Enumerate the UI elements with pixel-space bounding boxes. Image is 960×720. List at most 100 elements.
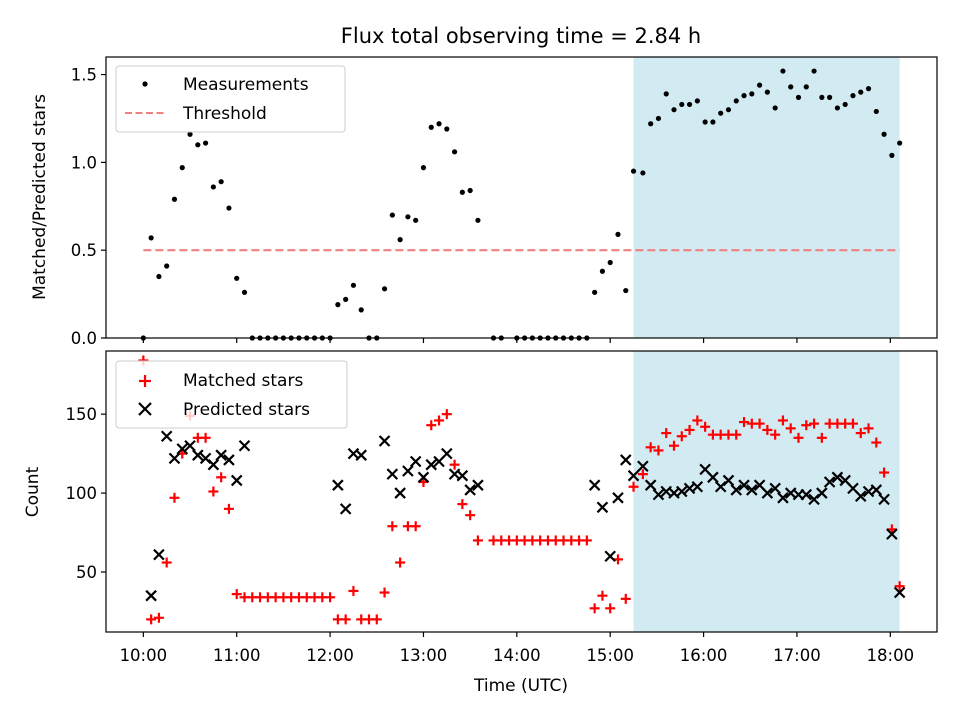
legend-matched-label: Matched stars [183,371,303,391]
predicted-star-point [707,471,719,484]
measurement-point [655,115,662,122]
matched-star-point [692,415,703,426]
matched-star-point [700,421,711,432]
matched-star-point [871,437,882,448]
bottom-xtick-label: 11:00 [213,646,261,665]
measurement-point [780,68,786,74]
matched-star-point [661,428,672,439]
matched-star-point [581,535,592,546]
predicted-star-point [145,589,157,602]
matched-star-point [669,440,680,451]
predicted-star-point [192,449,204,461]
matched-star-point [146,614,157,625]
matched-star-point [589,603,600,614]
matched-star-point [645,442,656,453]
measurement-point [827,94,833,100]
measurement-point [842,101,848,108]
measurement-point [803,84,809,90]
measurement-point [187,131,193,137]
measurement-point [420,165,427,171]
matched-star-point [340,614,351,625]
predicted-star-point [627,469,640,482]
predicted-star-point [831,471,844,484]
bottom-legend-box [115,360,348,429]
predicted-star-point [153,548,165,561]
bottom-y-axis-label: Count [23,466,43,517]
matched-star-point [395,557,406,568]
bottom-xtick-label: 14:00 [493,646,541,665]
top-ytick-label: 1.5 [71,66,97,85]
legend-threshold-label: Threshold [182,104,267,124]
bottom-xtick-label: 13:00 [400,646,448,665]
bottom-xtick-label: 17:00 [773,646,821,665]
bottom-xtick-label: 10:00 [120,646,168,665]
bottom-y-axis-ticks: 50 100 150 [66,405,106,582]
measurement-point [350,282,357,288]
top-y-axis-label: Matched/Predicted stars [30,94,50,300]
measurement-point [218,179,224,185]
measurement-point [241,289,248,295]
top-panel: 0.0 0.5 1.0 1.5 Matched/Predicted stars Mea… [30,56,938,348]
matched-star-point [457,499,468,510]
measurement-point [858,89,864,95]
top-axes-frame [105,56,938,339]
legend-predicted-label: Predicted stars [183,400,310,420]
matched-star-point [605,603,616,614]
predicted-star-point [823,476,836,488]
matched-star-point [731,429,742,440]
matched-star-point [597,590,608,601]
matched-star-point [379,587,390,598]
predicted-star-point [816,487,828,499]
measurement-point [436,121,442,127]
predicted-star-point [355,449,367,461]
measurement-point [819,94,825,100]
predicted-star-point [722,474,735,487]
top-shaded-region [633,57,900,338]
predicted-star-point [472,479,484,491]
measurement-point [749,91,755,97]
measurement-point [156,273,162,280]
measurement-point [475,217,481,223]
predicted-star-point [215,449,227,461]
legend-measurements-marker [142,81,148,87]
measurement-point [195,142,201,148]
measurement-point [467,187,473,194]
matched-star-point [153,612,164,623]
measurement-point [881,131,887,137]
matched-star-point [216,472,227,483]
matched-star-point [200,432,211,443]
bottom-xtick-label: 18:00 [867,646,915,665]
predicted-star-point [464,484,476,496]
measurement-point [741,93,747,99]
measurement-point [397,237,403,243]
matched-star-point [472,535,483,546]
bottom-xtick-label: 15:00 [586,646,634,665]
matched-star-point [325,592,336,603]
measurement-point [834,105,841,111]
matched-star-point [754,418,765,429]
measurement-point [725,107,732,113]
top-y-axis-ticks: 0.0 0.5 1.0 1.5 [71,66,106,348]
measurement-point [615,231,621,237]
measurement-point [413,217,419,223]
predicted-star-point [230,474,243,487]
measurement-point [179,165,185,171]
legend-matched-marker [139,375,151,387]
predicted-star-point [886,528,898,540]
predicted-star-point [612,492,624,504]
measurement-point [444,126,450,132]
predicted-star-point [441,447,453,460]
predicted-star-point [223,454,235,466]
matched-star-point [676,431,687,442]
measurement-point [733,98,739,104]
matched-star-point [449,459,460,470]
predicted-star-point [652,488,665,501]
matched-star-point [879,467,890,478]
predicted-star-point [394,487,406,499]
predicted-star-point [619,454,632,466]
matched-star-point [371,614,382,625]
matched-star-point [161,557,172,568]
predicted-star-point [339,503,352,515]
measurement-point [850,93,856,99]
